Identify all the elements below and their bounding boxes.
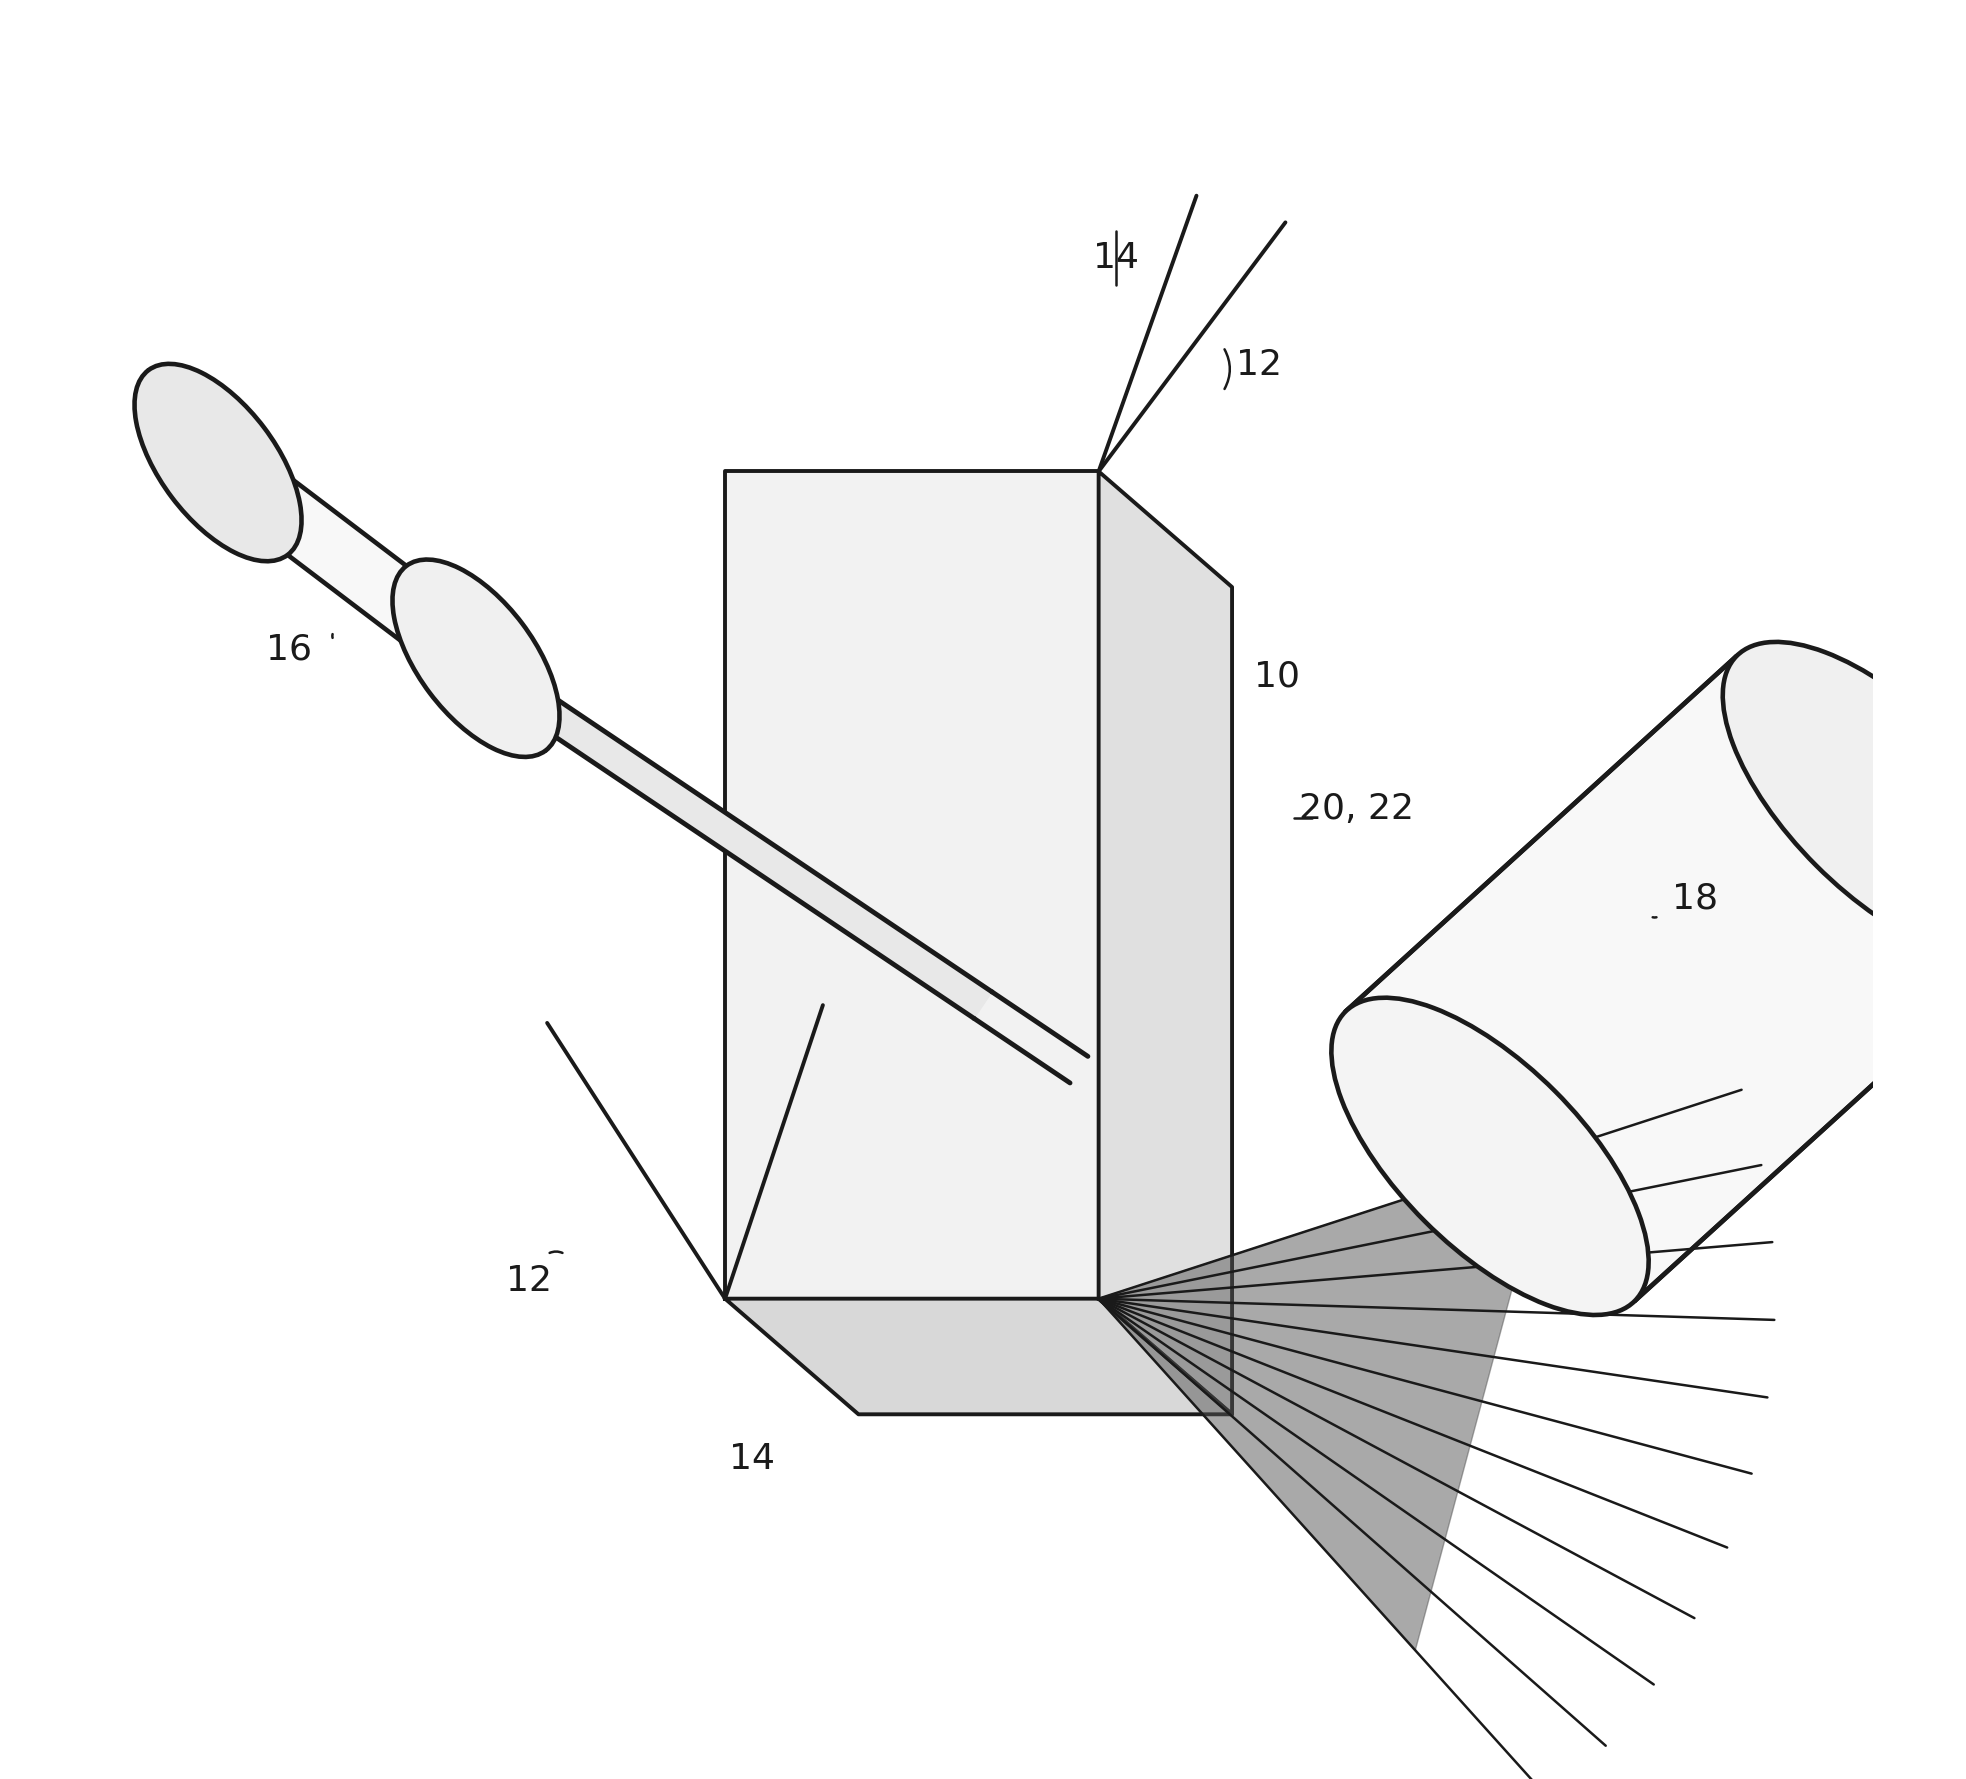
Text: 12: 12 — [507, 1263, 552, 1299]
Text: 20, 22: 20, 22 — [1300, 792, 1414, 827]
Polygon shape — [725, 1299, 1233, 1414]
Text: 18: 18 — [1671, 881, 1718, 916]
Polygon shape — [458, 646, 993, 1018]
Polygon shape — [725, 471, 1099, 1299]
Polygon shape — [149, 370, 547, 751]
Polygon shape — [1099, 471, 1233, 1414]
Text: 16: 16 — [265, 632, 313, 667]
Text: 14: 14 — [729, 1441, 775, 1477]
Text: 12: 12 — [1237, 347, 1282, 382]
Ellipse shape — [1722, 642, 1966, 959]
Ellipse shape — [1331, 998, 1649, 1315]
Text: 14: 14 — [1093, 240, 1140, 276]
Ellipse shape — [393, 560, 560, 756]
Polygon shape — [1345, 656, 1966, 1300]
Ellipse shape — [134, 365, 301, 560]
Text: 10: 10 — [1254, 658, 1300, 694]
Polygon shape — [1099, 1153, 1549, 1651]
